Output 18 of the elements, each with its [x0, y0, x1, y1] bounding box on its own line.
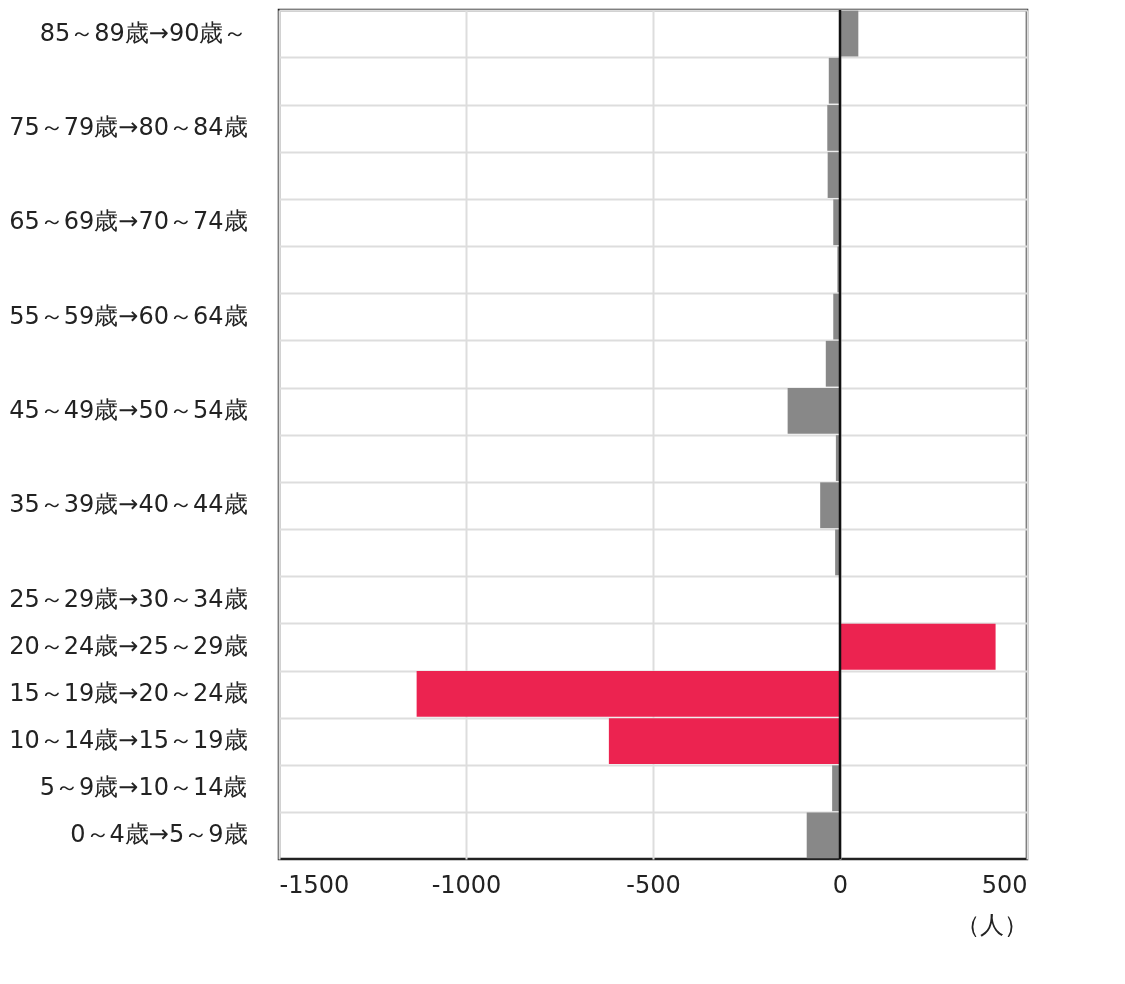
y-tick-label: 35～39歳→40～44歳 — [9, 490, 248, 519]
y-tick-label: 0～4歳→5～9歳 — [70, 820, 248, 849]
x-tick-label: -1500 — [279, 870, 350, 899]
x-tick-label: -500 — [626, 870, 681, 899]
y-tick-label: 75～79歳→80～84歳 — [9, 112, 248, 141]
x-axis-title: （人） — [955, 910, 1028, 939]
x-tick-label: 500 — [981, 870, 1028, 899]
y-tick-label: 10～14歳→15～19歳 — [9, 726, 248, 755]
y-tick-label: 25～29歳→30～34歳 — [9, 584, 248, 613]
y-tick-label: 55～59歳→60～64歳 — [9, 301, 248, 330]
x-tick-label: -1000 — [431, 870, 502, 899]
y-tick-label: 5～9歳→10～14歳 — [39, 773, 248, 802]
y-tick-label: 45～49歳→50～54歳 — [9, 395, 248, 424]
x-tick-label: 0 — [832, 870, 849, 899]
y-tick-label: 85～89歳→90歳～ — [39, 18, 248, 47]
y-tick-label: 20～24歳→25～29歳 — [9, 631, 248, 660]
y-tick-label: 15～19歳→20～24歳 — [9, 678, 248, 707]
y-tick-label: 65～69歳→70～74歳 — [9, 207, 248, 236]
